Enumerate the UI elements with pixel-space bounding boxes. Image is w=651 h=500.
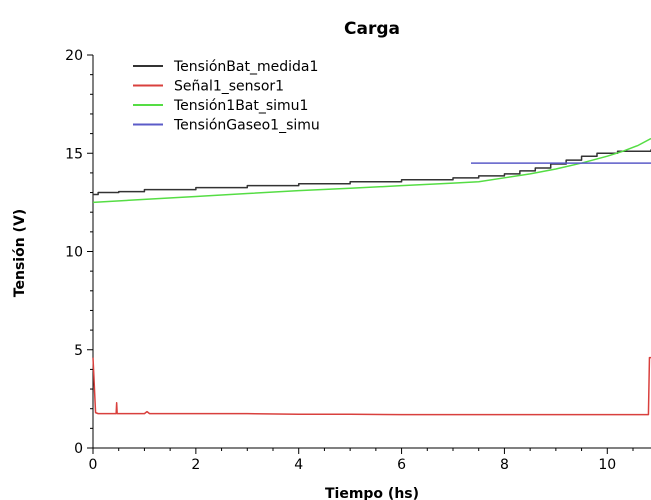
x-tick-label: 0	[89, 457, 98, 473]
legend-label-1: TensiónBat_medida1	[173, 59, 318, 75]
legend-label-4: TensiónGaseo1_simu	[173, 118, 320, 134]
y-tick-label: 5	[74, 343, 83, 359]
y-tick-label: 20	[65, 48, 83, 64]
series-line-1	[93, 149, 651, 196]
legend-label-2: Señal1_sensor1	[174, 79, 284, 95]
x-axis-label: Tiempo (hs)	[325, 486, 419, 500]
legend-label-3: Tensión1Bat_simu1	[173, 98, 308, 114]
y-axis-label: Tensión (V)	[12, 209, 28, 297]
y-tick-label: 15	[65, 146, 83, 162]
y-tick-label: 0	[74, 441, 83, 457]
x-tick-label: 4	[294, 457, 303, 473]
x-tick-label: 2	[191, 457, 200, 473]
x-tick-label: 8	[500, 457, 509, 473]
plot-area: 0 5 10 15 20 0 2 4 6 8 10	[65, 48, 651, 473]
series-line-3	[92, 137, 651, 204]
x-tick-label: 6	[397, 457, 406, 473]
legend: TensiónBat_medida1 Señal1_sensor1 Tensión1…	[133, 59, 320, 134]
series-line-2	[92, 356, 651, 416]
y-tick-label: 10	[65, 245, 83, 261]
chart-title: Carga	[344, 19, 400, 39]
x-tick-label: 10	[598, 457, 616, 473]
